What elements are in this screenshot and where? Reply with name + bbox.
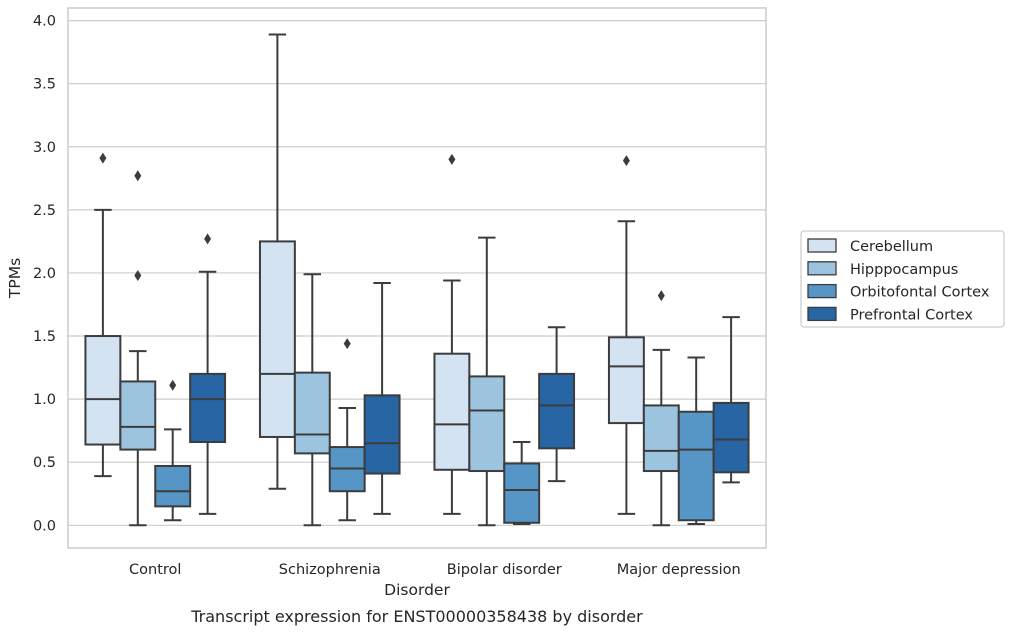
legend-frame [800, 230, 1005, 328]
legend: Cerebellum Hipppocampus Orbitofontal Corte… [800, 230, 1005, 328]
iqr-box [607, 336, 645, 425]
outlier-point [169, 379, 177, 391]
box-prefrontal-cortex [189, 233, 227, 515]
iqr-box [538, 372, 576, 450]
legend-swatch [807, 238, 837, 253]
box-series [84, 33, 750, 527]
y-tick-label: 3.0 [33, 140, 56, 156]
iqr-box [677, 410, 715, 522]
iqr-box [258, 240, 296, 438]
x-tick-label: Schizophrenia [279, 562, 381, 578]
iqr-box [154, 464, 192, 508]
box-orbitofontal-cortex [154, 379, 192, 522]
box-cerebellum [84, 152, 122, 478]
gridlines [68, 20, 766, 526]
outlier-point [448, 153, 456, 165]
outlier-point [622, 155, 630, 167]
y-tick-label: 3.5 [33, 77, 56, 93]
y-axis-label: TPMs [6, 258, 24, 299]
y-tick-labels: 0.0 0.5 1.0 1.5 2.0 2.5 3.0 3.5 4.0 [33, 14, 56, 535]
legend-label: Cerebellum [850, 239, 933, 255]
y-tick-label: 0.0 [33, 518, 56, 534]
x-axis-label: Disorder [384, 581, 450, 599]
iqr-box [363, 394, 401, 475]
legend-swatch [807, 306, 837, 322]
outlier-point [657, 290, 665, 302]
iqr-box [712, 401, 750, 474]
y-tick-label: 2.5 [33, 203, 56, 219]
iqr-box [189, 372, 227, 444]
box-orbitofontal-cortex [677, 356, 715, 526]
box-hipppocampus [293, 273, 331, 527]
box-cerebellum [607, 155, 645, 515]
legend-label: Hipppocampus [850, 262, 958, 278]
y-tick-label: 0.5 [33, 455, 56, 471]
outlier-point [134, 269, 142, 281]
outlier-point [99, 152, 107, 164]
x-tick-label: Major depression [617, 562, 741, 578]
iqr-box [119, 380, 157, 451]
y-tick-label: 2.0 [33, 266, 56, 282]
iqr-box [84, 335, 122, 446]
box-cerebellum [433, 153, 471, 515]
box-orbitofontal-cortex [328, 338, 366, 522]
iqr-box [293, 371, 331, 455]
y-tick-label: 1.5 [33, 329, 56, 345]
x-tick-label: Bipolar disorder [447, 562, 562, 578]
x-tick-labels: Control Schizophrenia Bipolar disorder Majo… [129, 562, 741, 578]
outlier-point [343, 338, 351, 350]
outlier-point [134, 170, 142, 182]
iqr-box [433, 352, 471, 471]
iqr-box [642, 404, 680, 473]
legend-label: Orbitofontal Cortex [850, 285, 990, 301]
plot-frame [67, 7, 767, 549]
x-tick-label: Control [129, 562, 181, 578]
box-cerebellum [258, 33, 296, 490]
y-tick-label: 1.0 [33, 392, 56, 408]
box-orbitofontal-cortex [503, 441, 541, 526]
box-prefrontal-cortex [712, 316, 750, 484]
iqr-box [468, 375, 506, 473]
legend-swatch [807, 261, 837, 276]
box-hipppocampus [119, 170, 157, 527]
outlier-point [204, 233, 212, 245]
box-hipppocampus [468, 236, 506, 527]
box-hipppocampus [642, 290, 680, 527]
iqr-box [503, 462, 541, 524]
y-tick-label: 4.0 [33, 14, 56, 30]
box-prefrontal-cortex [538, 326, 576, 483]
box-prefrontal-cortex [363, 282, 401, 515]
legend-swatch [807, 283, 837, 299]
chart-caption: Transcript expression for ENST0000035843… [190, 607, 643, 626]
legend-label: Prefrontal Cortex [850, 307, 973, 323]
